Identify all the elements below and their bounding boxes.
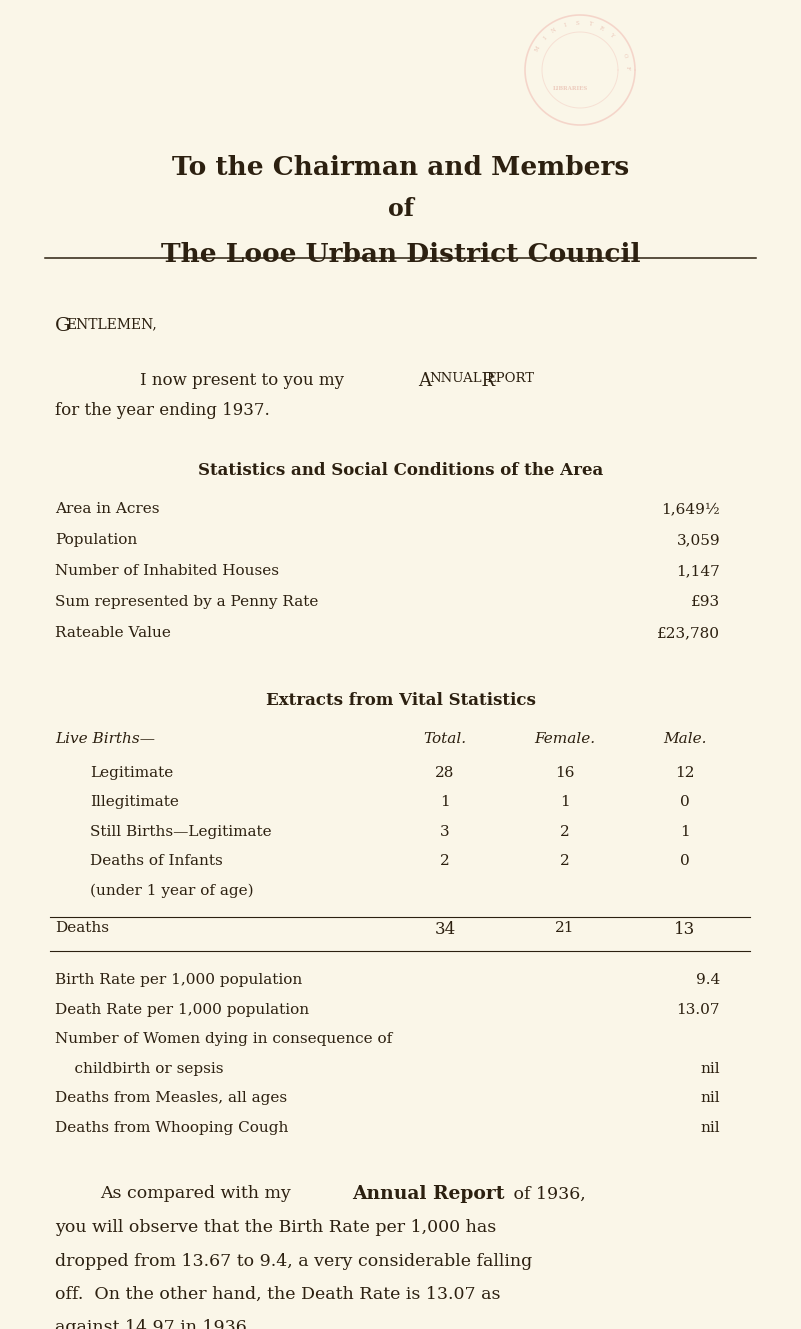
Text: NNUAL: NNUAL xyxy=(429,372,482,385)
Text: 9.4: 9.4 xyxy=(696,974,720,987)
Text: M: M xyxy=(534,45,541,52)
Text: A: A xyxy=(418,372,431,389)
Text: Number of Inhabited Houses: Number of Inhabited Houses xyxy=(55,563,279,578)
Text: £23,780: £23,780 xyxy=(657,626,720,641)
Text: Sum represented by a Penny Rate: Sum represented by a Penny Rate xyxy=(55,595,318,609)
Text: 12: 12 xyxy=(675,766,694,780)
Text: R: R xyxy=(598,25,604,32)
Text: Extracts from Vital Statistics: Extracts from Vital Statistics xyxy=(266,692,535,708)
Text: As compared with my: As compared with my xyxy=(100,1185,296,1203)
Text: of 1936,: of 1936, xyxy=(508,1185,586,1203)
Text: ENTLEMEN,: ENTLEMEN, xyxy=(66,318,157,331)
Text: Y: Y xyxy=(609,32,614,39)
Text: 34: 34 xyxy=(434,921,456,938)
Text: I: I xyxy=(542,36,548,41)
Text: I: I xyxy=(564,23,567,28)
Text: F: F xyxy=(624,65,630,69)
Text: Population: Population xyxy=(55,533,137,548)
Text: 1,649½: 1,649½ xyxy=(662,502,720,516)
Text: against 14.97 in 1936.: against 14.97 in 1936. xyxy=(55,1320,252,1329)
Text: (under 1 year of age): (under 1 year of age) xyxy=(90,884,254,898)
Text: 1: 1 xyxy=(560,796,570,809)
Text: 28: 28 xyxy=(435,766,455,780)
Text: Deaths of Infants: Deaths of Infants xyxy=(90,855,223,868)
Text: 0: 0 xyxy=(680,855,690,868)
Text: LIBRARIES: LIBRARIES xyxy=(553,85,588,90)
Text: 0: 0 xyxy=(680,796,690,809)
Text: Deaths from Whooping Cough: Deaths from Whooping Cough xyxy=(55,1120,288,1135)
Text: R: R xyxy=(470,372,495,389)
Text: 2: 2 xyxy=(560,855,570,868)
Text: Birth Rate per 1,000 population: Birth Rate per 1,000 population xyxy=(55,974,302,987)
Text: £93: £93 xyxy=(691,595,720,609)
Text: Live Births—: Live Births— xyxy=(55,732,155,746)
Text: you will observe that the Birth Rate per 1,000 has: you will observe that the Birth Rate per… xyxy=(55,1219,497,1236)
Text: of: of xyxy=(388,197,413,221)
Text: Number of Women dying in consequence of: Number of Women dying in consequence of xyxy=(55,1033,392,1046)
Text: Annual Report: Annual Report xyxy=(352,1185,505,1204)
Text: 2: 2 xyxy=(560,825,570,839)
Text: Deaths: Deaths xyxy=(55,921,109,936)
Text: 1: 1 xyxy=(680,825,690,839)
Text: nil: nil xyxy=(700,1120,720,1135)
Text: 1: 1 xyxy=(440,796,450,809)
Text: The Looe Urban District Council: The Looe Urban District Council xyxy=(161,242,640,267)
Text: EPORT: EPORT xyxy=(486,372,534,385)
Text: T: T xyxy=(587,21,592,27)
Text: 3,059: 3,059 xyxy=(676,533,720,548)
Text: G: G xyxy=(55,318,70,335)
Text: To the Chairman and Members: To the Chairman and Members xyxy=(172,155,629,179)
Text: Female.: Female. xyxy=(534,732,596,746)
Text: Area in Acres: Area in Acres xyxy=(55,502,159,516)
Text: nil: nil xyxy=(700,1091,720,1106)
Text: O: O xyxy=(622,53,628,58)
Text: 13.07: 13.07 xyxy=(677,1003,720,1017)
Text: S: S xyxy=(575,20,580,25)
Text: I now present to you my: I now present to you my xyxy=(140,372,349,389)
Text: dropped from 13.67 to 9.4, a very considerable falling: dropped from 13.67 to 9.4, a very consid… xyxy=(55,1252,532,1269)
Text: nil: nil xyxy=(700,1062,720,1076)
Text: off.  On the other hand, the Death Rate is 13.07 as: off. On the other hand, the Death Rate i… xyxy=(55,1286,501,1302)
Text: for the year ending 1937.: for the year ending 1937. xyxy=(55,401,270,419)
Text: 16: 16 xyxy=(555,766,575,780)
Text: 3: 3 xyxy=(441,825,450,839)
Text: Statistics and Social Conditions of the Area: Statistics and Social Conditions of the … xyxy=(198,462,603,478)
Text: Deaths from Measles, all ages: Deaths from Measles, all ages xyxy=(55,1091,287,1106)
Text: Illegitimate: Illegitimate xyxy=(90,796,179,809)
Text: Total.: Total. xyxy=(424,732,466,746)
Text: Rateable Value: Rateable Value xyxy=(55,626,171,641)
Text: 2: 2 xyxy=(440,855,450,868)
Text: childbirth or sepsis: childbirth or sepsis xyxy=(55,1062,223,1076)
Text: Male.: Male. xyxy=(663,732,706,746)
Text: N: N xyxy=(551,27,557,35)
Text: 21: 21 xyxy=(555,921,575,936)
Text: Still Births—Legitimate: Still Births—Legitimate xyxy=(90,825,272,839)
Text: 1,147: 1,147 xyxy=(676,563,720,578)
Text: Death Rate per 1,000 population: Death Rate per 1,000 population xyxy=(55,1003,309,1017)
Text: 13: 13 xyxy=(674,921,695,938)
Text: Legitimate: Legitimate xyxy=(90,766,173,780)
